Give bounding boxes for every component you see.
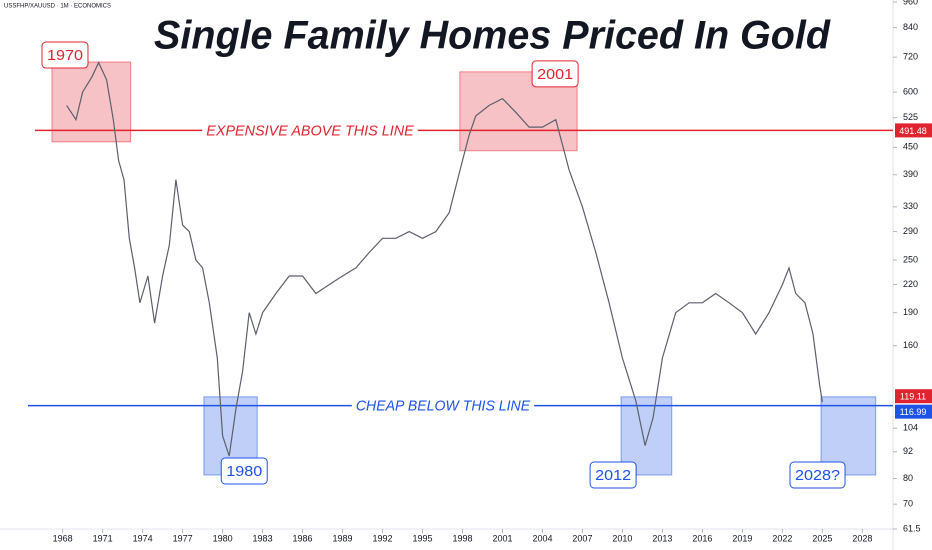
price-badge [895,123,932,138]
chart-title: Single Family Homes Priced In Gold [154,14,832,58]
x-tick-label: 1989 [333,533,353,543]
x-tick-label: 1983 [253,533,273,543]
y-tick-label: 330 [903,201,918,211]
x-tick-label: 1998 [452,533,472,543]
y-tick-label: 250 [903,254,918,264]
y-tick-label: 104 [903,423,918,433]
x-tick-label: 1986 [293,533,313,543]
x-tick-label: 2010 [612,533,632,543]
y-tick-label: 92 [903,446,913,456]
x-tick-label: 2028 [852,533,872,543]
x-tick-label: 2004 [532,533,552,543]
price-badge-label: 119.11 [900,392,926,402]
box-label: 1970 [47,47,83,64]
x-tick-label: 2025 [812,533,832,543]
x-tick-label: 1968 [53,533,73,543]
highlight-box [51,61,132,143]
price-line [66,61,823,457]
x-tick-label: 2019 [732,533,752,543]
price-badge [895,389,932,404]
y-tick-label: 390 [903,169,918,179]
y-tick-label: 61.5 [903,523,921,533]
label-bubble [220,457,268,485]
label-bubble [589,461,637,489]
x-tick-label: 1995 [412,533,432,543]
x-tick-label: 2013 [652,533,672,543]
level-label-bg [202,121,418,140]
label-bubble [531,60,579,88]
y-tick-label: 960 [903,0,918,6]
y-tick-label: 720 [903,52,918,62]
y-tick-label: 190 [903,307,918,317]
y-tick-label: 525 [903,112,918,122]
y-tick-label: 450 [903,142,918,152]
label-bubble [789,461,846,489]
y-tick-label: 80 [903,473,913,483]
y-tick-label: 840 [903,22,918,32]
box-label: 2012 [595,467,631,484]
x-tick-label: 1977 [173,533,193,543]
box-label: 2028? [795,467,840,484]
x-tick-label: 2001 [492,533,512,543]
price-badge [895,404,932,419]
symbol-label: USSFHP/XAUUSD · 1M · ECONOMICS [4,4,111,10]
x-tick-label: 1974 [133,533,153,543]
y-tick-label: 70 [903,499,913,509]
x-tick-label: 2007 [572,533,592,543]
y-tick-label: 160 [903,340,918,350]
level-label: EXPENSIVE ABOVE THIS LINE [206,122,414,139]
y-tick-label: 220 [903,279,918,289]
label-bubble [41,41,89,69]
box-label: 1980 [226,463,262,480]
y-tick-label: 290 [903,226,918,236]
y-tick-label: 600 [903,87,918,97]
x-tick-label: 1971 [93,533,113,543]
x-tick-label: 2016 [692,533,712,543]
level-label: CHEAP BELOW THIS LINE [356,398,531,415]
x-tick-label: 1992 [373,533,393,543]
price-badge-label: 116.99 [900,407,927,417]
x-tick-label: 1980 [213,533,233,543]
box-label: 2001 [537,66,573,83]
price-badge-label: 491.48 [899,126,927,136]
x-tick-label: 2022 [772,533,792,543]
level-label-bg [351,396,535,415]
